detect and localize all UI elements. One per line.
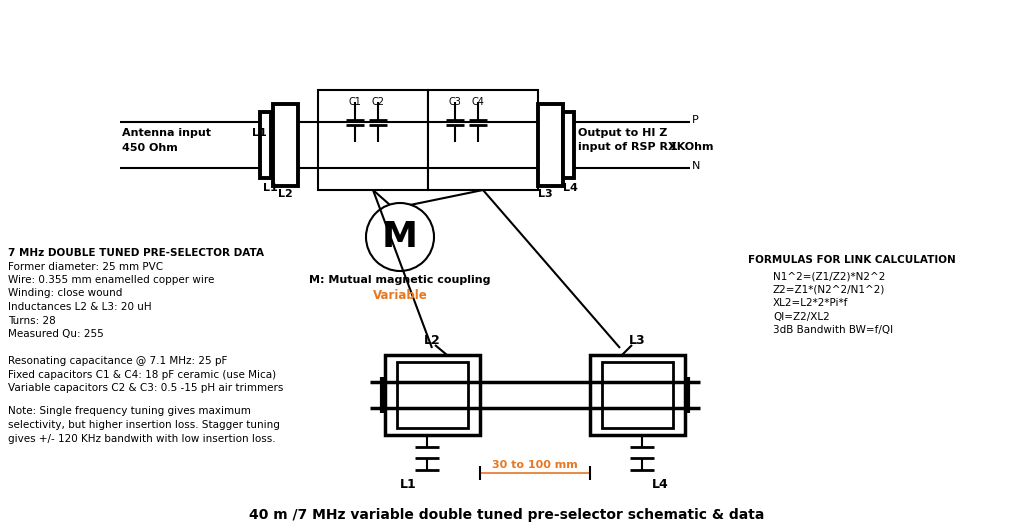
- Text: selectivity, but higher insertion loss. Stagger tuning: selectivity, but higher insertion loss. …: [8, 420, 280, 430]
- Bar: [273, 104, 298, 186]
- Text: Z2=Z1*(N2^2/N1^2): Z2=Z1*(N2^2/N1^2): [773, 285, 885, 295]
- Bar: [428, 90, 538, 190]
- Text: N1^2=(Z1/Z2)*N2^2: N1^2=(Z1/Z2)*N2^2: [773, 271, 885, 281]
- Bar: [563, 112, 574, 178]
- Text: C1: C1: [348, 97, 361, 107]
- Text: N: N: [692, 161, 700, 171]
- Text: gives +/- 120 KHz bandwith with low insertion loss.: gives +/- 120 KHz bandwith with low inse…: [8, 433, 276, 443]
- Text: M: Mutual magnetic coupling: M: Mutual magnetic coupling: [310, 275, 490, 285]
- Text: Wire: 0.355 mm enamelled copper wire: Wire: 0.355 mm enamelled copper wire: [8, 275, 214, 285]
- Bar: [538, 104, 563, 186]
- Text: Former diameter: 25 mm PVC: Former diameter: 25 mm PVC: [8, 261, 163, 271]
- Text: L1: L1: [252, 128, 267, 138]
- Ellipse shape: [366, 203, 434, 271]
- Text: C3: C3: [449, 97, 462, 107]
- Text: Variable: Variable: [373, 289, 427, 302]
- Bar: [397, 362, 468, 428]
- Text: Resonating capacitance @ 7.1 MHz: 25 pF: Resonating capacitance @ 7.1 MHz: 25 pF: [8, 356, 227, 366]
- Text: M: M: [382, 220, 418, 254]
- Text: C4: C4: [472, 97, 484, 107]
- Text: 3dB Bandwith BW=f/Ql: 3dB Bandwith BW=f/Ql: [773, 326, 893, 336]
- Text: Note: Single frequency tuning gives maximum: Note: Single frequency tuning gives maxi…: [8, 407, 251, 417]
- Bar: [602, 362, 673, 428]
- Text: Ql=Z2/XL2: Ql=Z2/XL2: [773, 312, 829, 322]
- Text: C2: C2: [371, 97, 385, 107]
- Text: L2: L2: [424, 334, 441, 347]
- Bar: [385, 355, 480, 435]
- Text: L3: L3: [538, 189, 552, 199]
- Text: L2: L2: [278, 189, 292, 199]
- Bar: [260, 112, 271, 178]
- Text: Turns: 28: Turns: 28: [8, 316, 56, 326]
- Text: L1: L1: [400, 478, 417, 491]
- Text: L4: L4: [563, 183, 578, 193]
- Text: FORMULAS FOR LINK CALCULATION: FORMULAS FOR LINK CALCULATION: [748, 255, 956, 265]
- Text: Fixed capacitors C1 & C4: 18 pF ceramic (use Mica): Fixed capacitors C1 & C4: 18 pF ceramic …: [8, 369, 276, 379]
- Text: Inductances L2 & L3: 20 uH: Inductances L2 & L3: 20 uH: [8, 302, 151, 312]
- Text: Output to HI Z: Output to HI Z: [578, 128, 668, 138]
- Text: L4: L4: [652, 478, 669, 491]
- Text: 40 m /7 MHz variable double tuned pre-selector schematic & data: 40 m /7 MHz variable double tuned pre-se…: [250, 508, 764, 522]
- Text: Measured Qu: 255: Measured Qu: 255: [8, 329, 104, 339]
- Text: input of RSP RX: input of RSP RX: [578, 142, 677, 152]
- Text: 30 to 100 mm: 30 to 100 mm: [492, 460, 578, 470]
- Text: L3: L3: [629, 334, 646, 347]
- Text: 7 MHz DOUBLE TUNED PRE-SELECTOR DATA: 7 MHz DOUBLE TUNED PRE-SELECTOR DATA: [8, 248, 264, 258]
- Bar: [318, 90, 428, 190]
- Text: Variable capacitors C2 & C3: 0.5 -15 pH air trimmers: Variable capacitors C2 & C3: 0.5 -15 pH …: [8, 383, 283, 393]
- Text: 1KOhm: 1KOhm: [670, 142, 715, 152]
- Text: Antenna input: Antenna input: [122, 128, 211, 138]
- Text: P: P: [692, 115, 698, 125]
- Text: XL2=L2*2*Pi*f: XL2=L2*2*Pi*f: [773, 298, 849, 309]
- Text: Winding: close wound: Winding: close wound: [8, 288, 123, 298]
- Text: 450 Ohm: 450 Ohm: [122, 143, 178, 153]
- Bar: [590, 355, 685, 435]
- Text: L1: L1: [263, 183, 278, 193]
